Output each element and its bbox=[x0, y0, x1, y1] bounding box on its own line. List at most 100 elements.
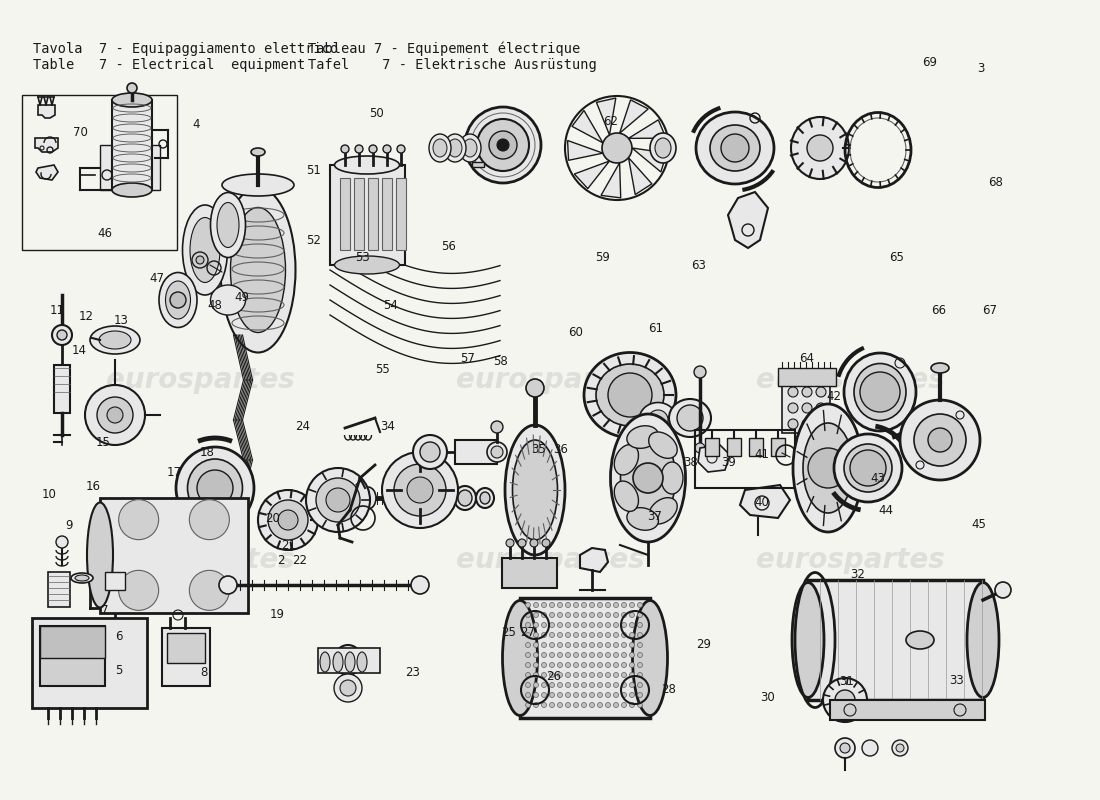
Ellipse shape bbox=[75, 575, 89, 581]
Circle shape bbox=[590, 622, 594, 627]
Circle shape bbox=[97, 397, 133, 433]
Bar bbox=[54, 365, 70, 413]
Ellipse shape bbox=[210, 193, 245, 258]
Circle shape bbox=[860, 372, 900, 412]
Circle shape bbox=[534, 602, 539, 607]
Bar bbox=[778, 368, 836, 386]
Circle shape bbox=[720, 134, 749, 162]
Ellipse shape bbox=[112, 93, 152, 107]
Circle shape bbox=[802, 403, 812, 413]
Ellipse shape bbox=[649, 432, 678, 458]
Text: 59: 59 bbox=[595, 251, 610, 264]
Circle shape bbox=[621, 613, 627, 618]
Circle shape bbox=[582, 693, 586, 698]
Circle shape bbox=[816, 403, 826, 413]
Circle shape bbox=[582, 602, 586, 607]
Circle shape bbox=[541, 653, 547, 658]
Ellipse shape bbox=[793, 404, 864, 532]
Circle shape bbox=[823, 678, 867, 722]
Text: 51: 51 bbox=[306, 164, 321, 177]
Circle shape bbox=[788, 403, 798, 413]
Circle shape bbox=[550, 682, 554, 687]
Circle shape bbox=[638, 693, 642, 698]
Ellipse shape bbox=[429, 134, 451, 162]
Ellipse shape bbox=[72, 573, 94, 583]
Circle shape bbox=[541, 693, 547, 698]
Text: 32: 32 bbox=[850, 568, 866, 581]
Text: Table   7 - Electrical  equipment: Table 7 - Electrical equipment bbox=[33, 58, 306, 72]
Circle shape bbox=[621, 642, 627, 647]
Circle shape bbox=[534, 642, 539, 647]
Polygon shape bbox=[35, 138, 58, 152]
Ellipse shape bbox=[584, 353, 676, 438]
Circle shape bbox=[541, 642, 547, 647]
Ellipse shape bbox=[854, 363, 906, 421]
Circle shape bbox=[565, 642, 571, 647]
Polygon shape bbox=[728, 192, 768, 248]
Bar bbox=[695, 430, 795, 488]
Ellipse shape bbox=[210, 285, 245, 315]
Circle shape bbox=[558, 693, 562, 698]
Polygon shape bbox=[619, 100, 648, 134]
Circle shape bbox=[694, 366, 706, 378]
Bar bbox=[162, 628, 210, 686]
Bar bbox=[318, 648, 380, 673]
Ellipse shape bbox=[596, 364, 664, 426]
Circle shape bbox=[526, 602, 530, 607]
Circle shape bbox=[629, 653, 635, 658]
Circle shape bbox=[582, 653, 586, 658]
Text: 8: 8 bbox=[200, 666, 207, 678]
Circle shape bbox=[558, 662, 562, 667]
Circle shape bbox=[526, 673, 530, 678]
Circle shape bbox=[605, 702, 610, 707]
Circle shape bbox=[491, 421, 503, 433]
Text: 43: 43 bbox=[870, 472, 886, 485]
Circle shape bbox=[126, 83, 138, 93]
Ellipse shape bbox=[333, 652, 343, 672]
Text: 62: 62 bbox=[603, 115, 618, 128]
Ellipse shape bbox=[183, 205, 228, 295]
Circle shape bbox=[573, 702, 579, 707]
Polygon shape bbox=[628, 120, 666, 138]
Text: 66: 66 bbox=[931, 304, 946, 317]
Circle shape bbox=[558, 682, 562, 687]
Circle shape bbox=[602, 133, 632, 163]
Text: 31: 31 bbox=[839, 675, 855, 688]
Ellipse shape bbox=[614, 481, 638, 511]
Ellipse shape bbox=[513, 440, 558, 540]
Circle shape bbox=[382, 452, 458, 528]
Circle shape bbox=[582, 702, 586, 707]
Text: eurospartes: eurospartes bbox=[106, 366, 295, 394]
Circle shape bbox=[638, 633, 642, 638]
Ellipse shape bbox=[503, 601, 538, 715]
Circle shape bbox=[802, 419, 812, 429]
Ellipse shape bbox=[217, 202, 239, 247]
Circle shape bbox=[189, 570, 230, 610]
Circle shape bbox=[621, 662, 627, 667]
Circle shape bbox=[788, 419, 798, 429]
Ellipse shape bbox=[231, 207, 286, 333]
Circle shape bbox=[558, 633, 562, 638]
Ellipse shape bbox=[627, 508, 659, 530]
Polygon shape bbox=[36, 165, 58, 180]
Ellipse shape bbox=[345, 652, 355, 672]
Circle shape bbox=[892, 740, 907, 756]
Circle shape bbox=[573, 693, 579, 698]
Circle shape bbox=[996, 582, 1011, 598]
Bar bbox=[104, 572, 125, 590]
Ellipse shape bbox=[187, 459, 242, 517]
Circle shape bbox=[534, 633, 539, 638]
Circle shape bbox=[334, 674, 362, 702]
Circle shape bbox=[605, 602, 610, 607]
Circle shape bbox=[558, 622, 562, 627]
Text: 13: 13 bbox=[113, 314, 129, 326]
Circle shape bbox=[573, 642, 579, 647]
Circle shape bbox=[621, 633, 627, 638]
Text: 20: 20 bbox=[265, 512, 280, 525]
Polygon shape bbox=[698, 445, 730, 472]
Circle shape bbox=[862, 740, 878, 756]
Circle shape bbox=[258, 490, 318, 550]
Circle shape bbox=[565, 702, 571, 707]
Circle shape bbox=[550, 633, 554, 638]
Circle shape bbox=[526, 642, 530, 647]
